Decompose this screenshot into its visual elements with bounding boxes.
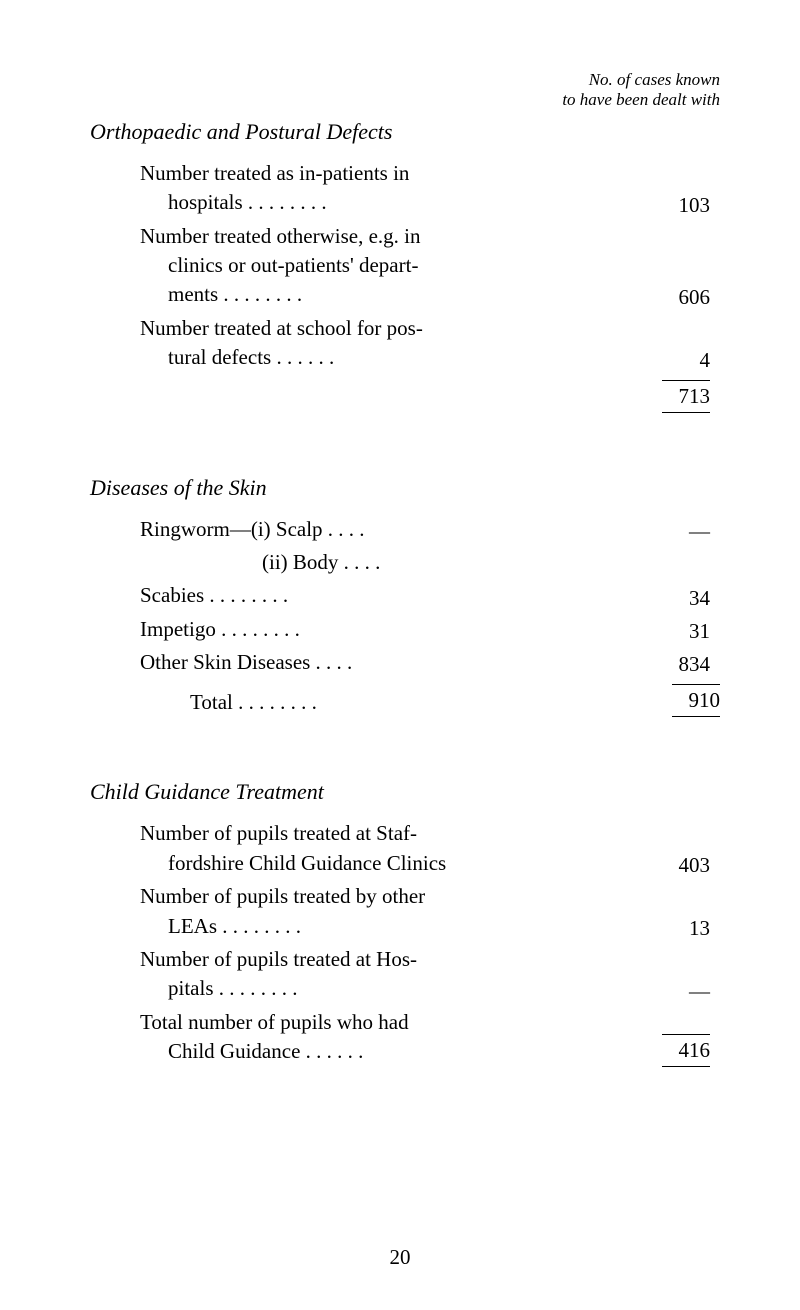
sum-value-col: 910 [630,681,720,717]
sum-value-col: 713 [580,377,710,413]
column-header: No. of cases known to have been dealt wi… [90,70,720,111]
entry-value: 11 [702,552,800,577]
section1-total: 713 [580,384,710,409]
entry-row: Other Skin Diseases . . . . 834 [140,648,720,677]
section2-entries: Ringworm—(i) Scalp . . . . — (ii) Body .… [140,515,720,718]
entry-row: Number treated otherwise, e.g. in clinic… [140,222,720,310]
entry-text: Number treated otherwise, e.g. in clinic… [140,222,580,310]
entry-row: Scabies . . . . . . . . 34 [140,581,720,610]
sum-rule [662,1034,710,1035]
sum-row: Total . . . . . . . . 910 [140,681,720,717]
entry-row: Number of pupils treated at Staf- fordsh… [140,819,720,878]
entry-value: 103 [580,193,710,218]
entry-text: Impetigo . . . . . . . . [140,615,580,644]
entry-value: 834 [580,652,710,677]
sum-rule [662,412,710,413]
entry-row: Number treated at school for pos- tural … [140,314,720,373]
entry-row: Ringworm—(i) Scalp . . . . — [140,515,720,544]
section3-entries: Number of pupils treated at Staf- fordsh… [140,819,720,1066]
document-page: No. of cases known to have been dealt wi… [0,0,800,1107]
entry-row: Number of pupils treated at Hos- pitals … [140,945,720,1004]
entry-row: Impetigo . . . . . . . . 31 [140,615,720,644]
entry-text: Other Skin Diseases . . . . [140,648,580,677]
entry-row: Total number of pupils who had Child Gui… [140,1008,720,1067]
sum-value-col: 416 [580,1031,710,1067]
page-number: 20 [0,1245,800,1270]
entry-value: 31 [580,619,710,644]
sum-rule [672,716,720,717]
entry-row: Number of pupils treated by other LEAs .… [140,882,720,941]
sum-row: 713 [140,377,720,413]
entry-text: Number of pupils treated by other LEAs .… [140,882,580,941]
entry-value: 403 [580,853,710,878]
section1-entries: Number treated as in-patients in hospita… [140,159,720,413]
entry-text: Number treated at school for pos- tural … [140,314,580,373]
entry-row: (ii) Body . . . . 11 [140,548,720,577]
header-line-1: No. of cases known [90,70,720,90]
total-label: Total . . . . . . . . [140,688,630,717]
section-title-skin: Diseases of the Skin [90,475,720,501]
section-title-orthopaedic: Orthopaedic and Postural Defects [90,119,720,145]
sum-rule [672,684,720,685]
header-line-2: to have been dealt with [90,90,720,110]
entry-value: — [580,979,710,1004]
entry-value: 4 [580,348,710,373]
entry-value: 606 [580,285,710,310]
entry-text: Scabies . . . . . . . . [140,581,580,610]
entry-text: Total number of pupils who had Child Gui… [140,1008,580,1067]
entry-text: Ringworm—(i) Scalp . . . . [140,515,580,544]
entry-value: — [580,519,710,544]
entry-text: Number treated as in-patients in hospita… [140,159,580,218]
section-title-child-guidance: Child Guidance Treatment [90,779,720,805]
section2-total: 910 [630,688,720,713]
section3-total: 416 [580,1038,710,1063]
entry-text: Number of pupils treated at Hos- pitals … [140,945,580,1004]
entry-row: Number treated as in-patients in hospita… [140,159,720,218]
entry-text: Number of pupils treated at Staf- fordsh… [140,819,580,878]
sum-rule [662,380,710,381]
entry-value: 13 [580,916,710,941]
entry-text: (ii) Body . . . . [140,548,702,577]
sum-rule [662,1066,710,1067]
entry-value: 34 [580,586,710,611]
